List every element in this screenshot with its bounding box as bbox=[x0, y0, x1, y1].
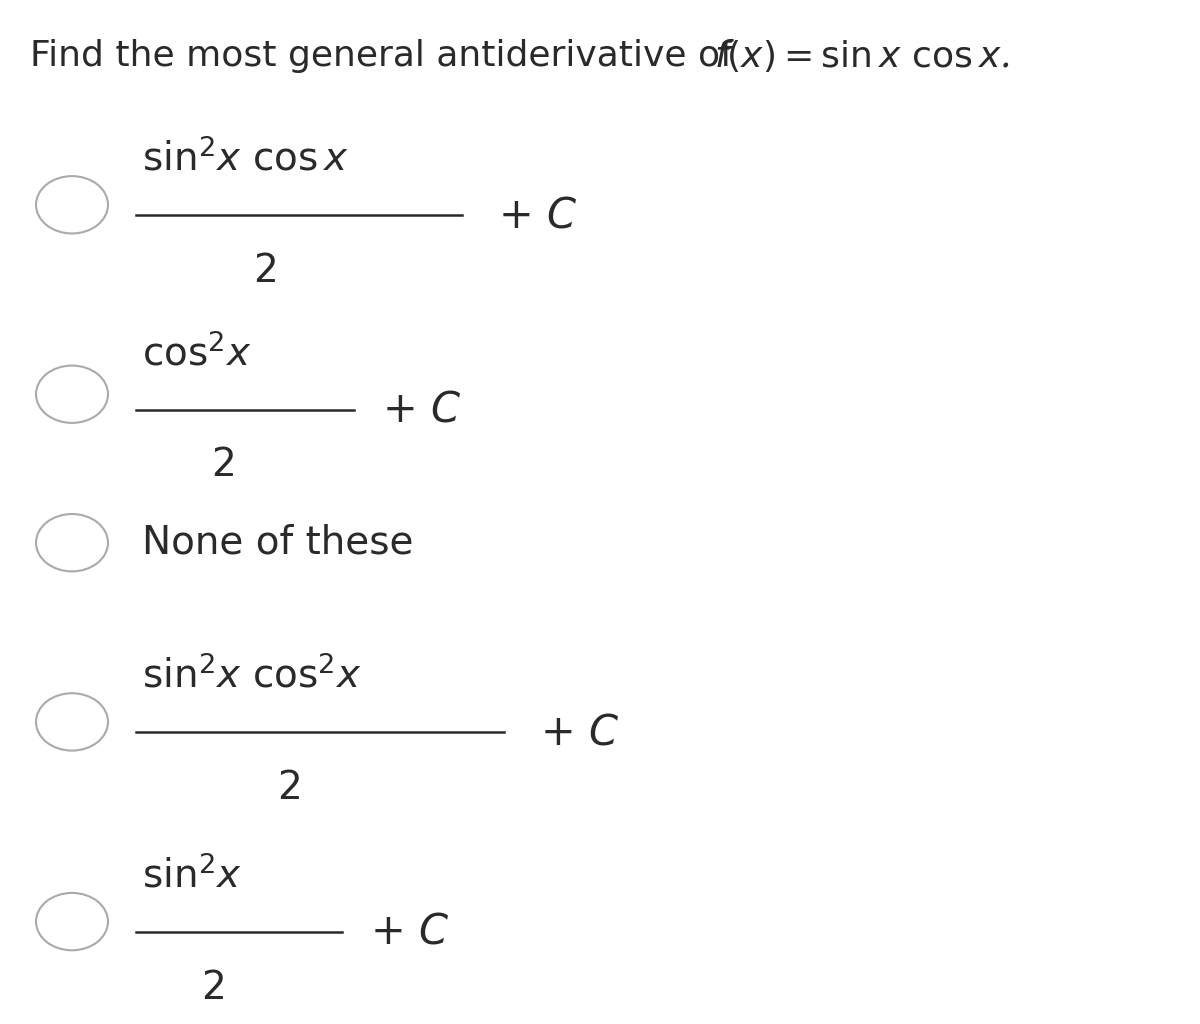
Text: $+\ C$: $+\ C$ bbox=[370, 910, 449, 953]
Text: Find the most general antiderivative of: Find the most general antiderivative of bbox=[30, 39, 744, 74]
Text: $\cos^2\!x$: $\cos^2\!x$ bbox=[142, 334, 251, 373]
Text: $2$: $2$ bbox=[200, 970, 224, 1007]
Text: $2$: $2$ bbox=[276, 770, 300, 807]
Text: $2$: $2$ bbox=[252, 253, 276, 290]
Text: $+\ C$: $+\ C$ bbox=[498, 194, 577, 237]
Text: $+\ C$: $+\ C$ bbox=[382, 388, 461, 431]
Text: $\sin^2\!x\ \cos^2\!x$: $\sin^2\!x\ \cos^2\!x$ bbox=[142, 656, 361, 695]
Text: $\sin^2\!x\ \cos x$: $\sin^2\!x\ \cos x$ bbox=[142, 139, 349, 178]
Text: $\sin^2\!x$: $\sin^2\!x$ bbox=[142, 856, 241, 895]
Text: $f(x) = \sin x\ \cos x$.: $f(x) = \sin x\ \cos x$. bbox=[714, 38, 1009, 75]
Text: None of these: None of these bbox=[142, 523, 413, 562]
Text: $2$: $2$ bbox=[210, 447, 234, 484]
Text: $+\ C$: $+\ C$ bbox=[540, 711, 619, 754]
